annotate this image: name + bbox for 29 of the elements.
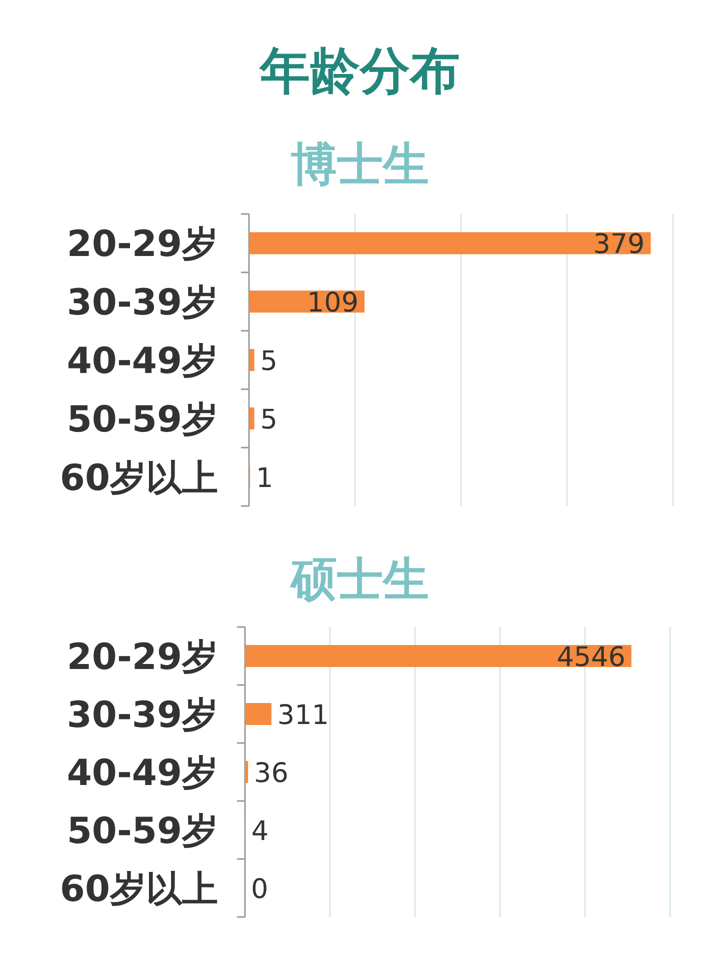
data-label: 5: [260, 346, 278, 377]
y-tick-label: 60岁以上: [60, 869, 218, 910]
data-label: 4: [251, 816, 269, 847]
y-tick-label: 50-59岁: [66, 399, 218, 440]
bar: [245, 761, 248, 783]
data-label: 5: [260, 404, 278, 436]
data-label: 0: [251, 874, 268, 905]
chart-subtitle: 博士生: [291, 137, 429, 191]
data-label: 311: [277, 700, 329, 731]
data-label: 109: [306, 288, 359, 319]
y-tick-label: 30-39岁: [66, 695, 218, 736]
data-label: 4546: [556, 642, 626, 673]
bar: [245, 645, 632, 667]
data-label: 379: [593, 229, 645, 260]
y-tick-label: 20-29岁: [66, 637, 218, 678]
y-tick-label: 20-29岁: [66, 224, 218, 266]
data-label: 1: [256, 462, 274, 494]
y-tick-label: 60岁以上: [60, 458, 218, 499]
y-tick-label: 30-39岁: [66, 282, 218, 324]
data-label: 36: [254, 758, 288, 789]
bar: [245, 703, 272, 725]
chart-title: 硕士生: [289, 552, 429, 606]
y-tick-label: 50-59岁: [66, 811, 218, 852]
bar: [249, 232, 651, 254]
bar: [249, 407, 254, 430]
bar: [249, 349, 254, 371]
y-tick-label: 40-49岁: [66, 753, 218, 794]
y-tick-label: 40-49岁: [66, 341, 218, 382]
chart-title: 年龄分布: [258, 42, 460, 100]
